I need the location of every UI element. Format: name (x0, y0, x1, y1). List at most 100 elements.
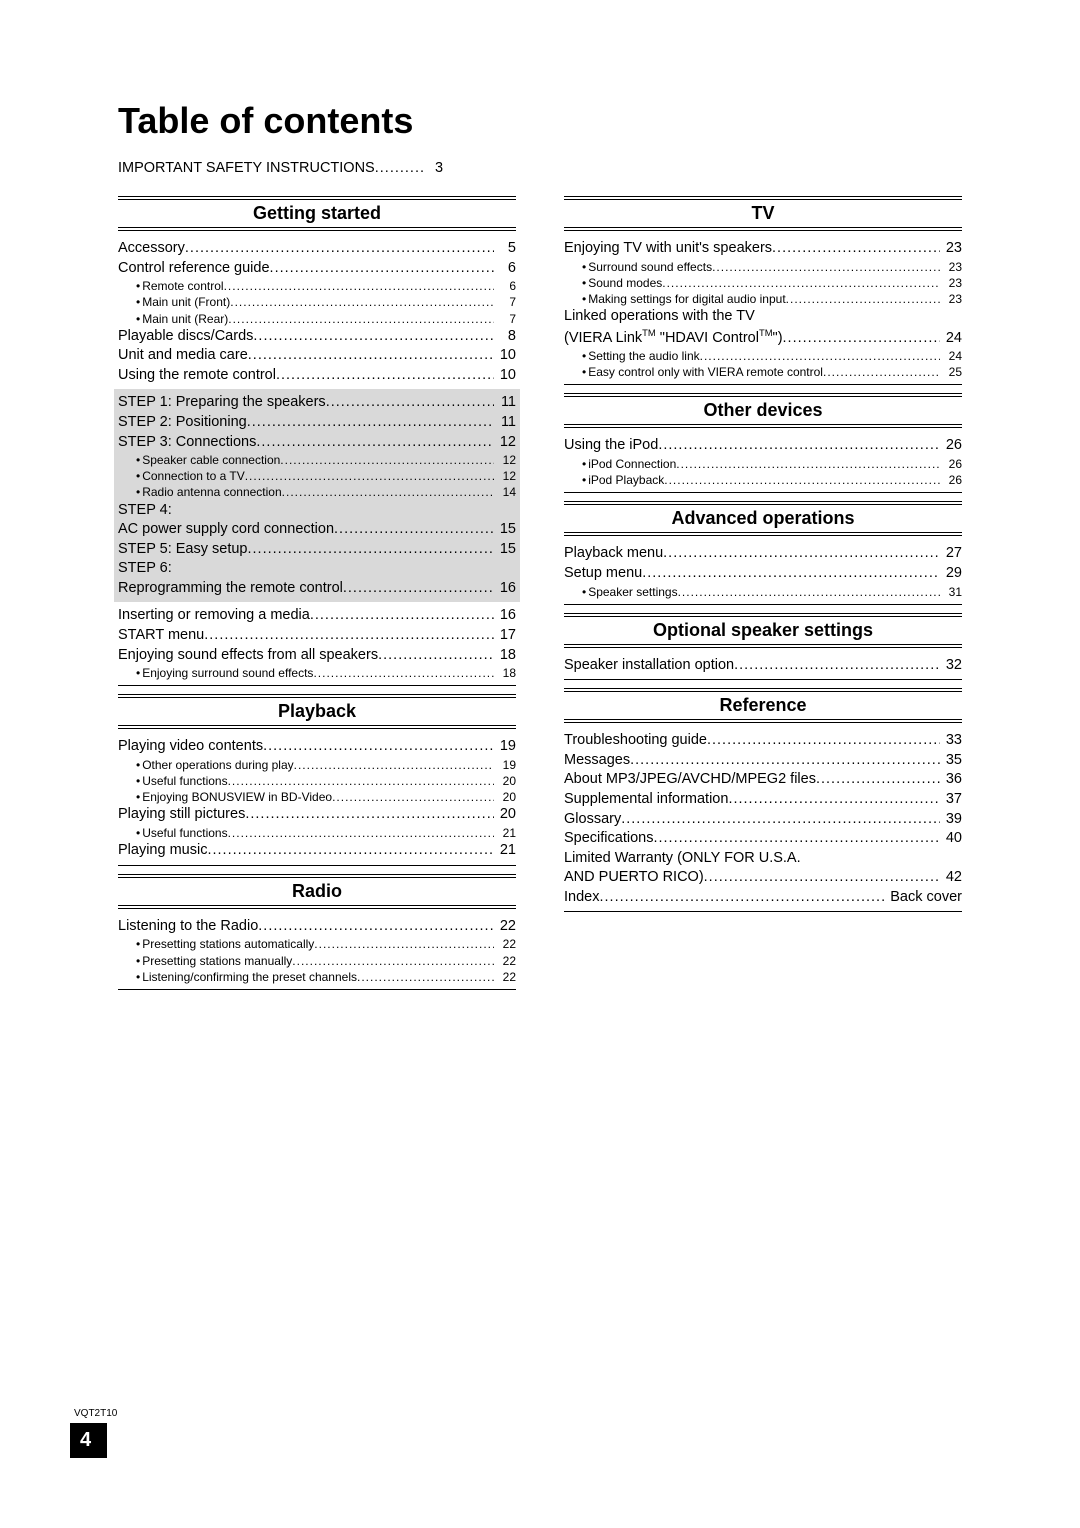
toc-subitem: •Listening/confirming the preset channel… (118, 969, 516, 985)
toc-page: 27 (940, 544, 962, 564)
dot-leader: ........................................… (270, 259, 494, 279)
toc-page: 15 (494, 540, 516, 560)
toc-label: Radio antenna connection (142, 484, 281, 500)
toc-group: Inserting or removing a media...........… (118, 606, 516, 681)
toc-page: 17 (494, 626, 516, 646)
toc-page: 24 (940, 329, 962, 349)
section-rule (118, 989, 516, 990)
dot-leader: ........................................… (248, 540, 494, 560)
toc-group: Playback menu...........................… (564, 544, 962, 599)
dot-leader: ........................................… (734, 656, 940, 676)
toc-page: 22 (494, 917, 516, 937)
bullet-icon: • (582, 348, 586, 364)
dot-leader: ........................................… (332, 789, 494, 805)
toc-item: Messages................................… (564, 751, 962, 771)
toc-item: Listening to the Radio..................… (118, 917, 516, 937)
toc-subitem: •Making settings for digital audio input… (564, 291, 962, 307)
section-heading: Reference (564, 688, 962, 723)
dot-leader: ........................................… (224, 278, 494, 294)
toc-label: About MP3/JPEG/AVCHD/MPEG2 files (564, 770, 816, 790)
toc-page: 36 (940, 770, 962, 790)
toc-label: (VIERA LinkTM "HDAVI ControlTM") (564, 327, 783, 348)
toc-label: Setting the audio link (588, 348, 699, 364)
toc-label: Troubleshooting guide (564, 731, 707, 751)
dot-leader: ........................................… (258, 917, 494, 937)
dot-leader: ........................................… (310, 606, 494, 626)
footer: VQT2T10 4 (70, 1408, 117, 1458)
toc-group-shaded: STEP 1: Preparing the speakers..........… (114, 389, 520, 602)
dot-leader: ........................................… (621, 810, 940, 830)
toc-page: 42 (940, 868, 962, 888)
bullet-icon: • (136, 969, 140, 985)
dot-leader: ........................................… (313, 665, 494, 681)
toc-label: Unit and media care (118, 346, 248, 366)
section-heading: Getting started (118, 196, 516, 231)
toc-page: 21 (494, 841, 516, 861)
dot-leader: ........................................… (357, 969, 494, 985)
section-heading: Playback (118, 694, 516, 729)
page: Table of contents IMPORTANT SAFETY INSTR… (0, 0, 1080, 1056)
bullet-icon: • (136, 665, 140, 681)
toc-label: Presetting stations manually (142, 953, 292, 969)
toc-subitem: •Surround sound effects.................… (564, 259, 962, 275)
toc-item: Limited Warranty (ONLY FOR U.S.A........… (564, 849, 962, 869)
toc-page: 11 (494, 393, 516, 413)
dot-leader: ........................................… (662, 275, 940, 291)
toc-page: 24 (940, 348, 962, 364)
dot-leader: ........................................… (642, 564, 940, 584)
dot-leader: ........................................… (678, 584, 940, 600)
toc-subitem: •Enjoying surround sound effects........… (118, 665, 516, 681)
toc-item: Using the iPod..........................… (564, 436, 962, 456)
toc-label: Listening/confirming the preset channels (142, 969, 357, 985)
bullet-icon: • (136, 311, 140, 327)
toc-page: 22 (494, 936, 516, 952)
dot-leader: ........................................… (294, 757, 494, 773)
toc-label: Enjoying TV with unit's speakers (564, 239, 772, 259)
toc-page: 39 (940, 810, 962, 830)
dot-leader: ........................................… (228, 825, 494, 841)
dot-leader: ........................................… (245, 468, 494, 484)
toc-item: Supplemental information................… (564, 790, 962, 810)
toc-page: 32 (940, 656, 962, 676)
toc-label: STEP 6: (118, 559, 172, 579)
section-rule (564, 384, 962, 385)
toc-label: STEP 2: Positioning (118, 413, 247, 433)
toc-page: 16 (494, 606, 516, 626)
toc-label: Playback menu (564, 544, 663, 564)
toc-group: Playing video contents..................… (118, 737, 516, 860)
toc-subitem: •Remote control.........................… (118, 278, 516, 294)
toc-item: Reprogramming the remote control........… (118, 579, 516, 599)
dot-leader: ........................................… (786, 291, 940, 307)
toc-page: 18 (494, 665, 516, 681)
toc-item: STEP 5: Easy setup......................… (118, 540, 516, 560)
toc-page: 7 (494, 311, 516, 327)
toc-subitem: •Main unit (Front)......................… (118, 294, 516, 310)
page-title: Table of contents (118, 100, 962, 142)
toc-label: STEP 4: (118, 501, 172, 521)
toc-label: Using the remote control (118, 366, 276, 386)
toc-page: 6 (494, 278, 516, 294)
toc-subitem: •Setting the audio link.................… (564, 348, 962, 364)
toc-page: 20 (494, 773, 516, 789)
toc-item: Playback menu...........................… (564, 544, 962, 564)
bullet-icon: • (582, 584, 586, 600)
toc-label: Making settings for digital audio input (588, 291, 785, 307)
toc-item: (VIERA LinkTM "HDAVI ControlTM")........… (564, 327, 962, 348)
dot-leader: ........................................… (653, 829, 939, 849)
section-rule (118, 865, 516, 866)
toc-label: Connection to a TV (142, 468, 245, 484)
toc-subitem: •Speaker cable connection...............… (118, 452, 516, 468)
toc-page: 29 (940, 564, 962, 584)
toc-page: 12 (494, 468, 516, 484)
toc-subitem: •Easy control only with VIERA remote con… (564, 364, 962, 380)
toc-label: AND PUERTO RICO) (564, 868, 704, 888)
toc-label: iPod Connection (588, 456, 676, 472)
dot-leader: ........................................… (292, 953, 494, 969)
toc-page: 23 (940, 259, 962, 275)
toc-subitem: •Presetting stations manually...........… (118, 953, 516, 969)
toc-page: 23 (940, 291, 962, 307)
toc-label: Index (564, 888, 599, 908)
dot-leader: ........................................… (707, 731, 940, 751)
toc-page: 25 (940, 364, 962, 380)
toc-label: Useful functions (142, 825, 227, 841)
